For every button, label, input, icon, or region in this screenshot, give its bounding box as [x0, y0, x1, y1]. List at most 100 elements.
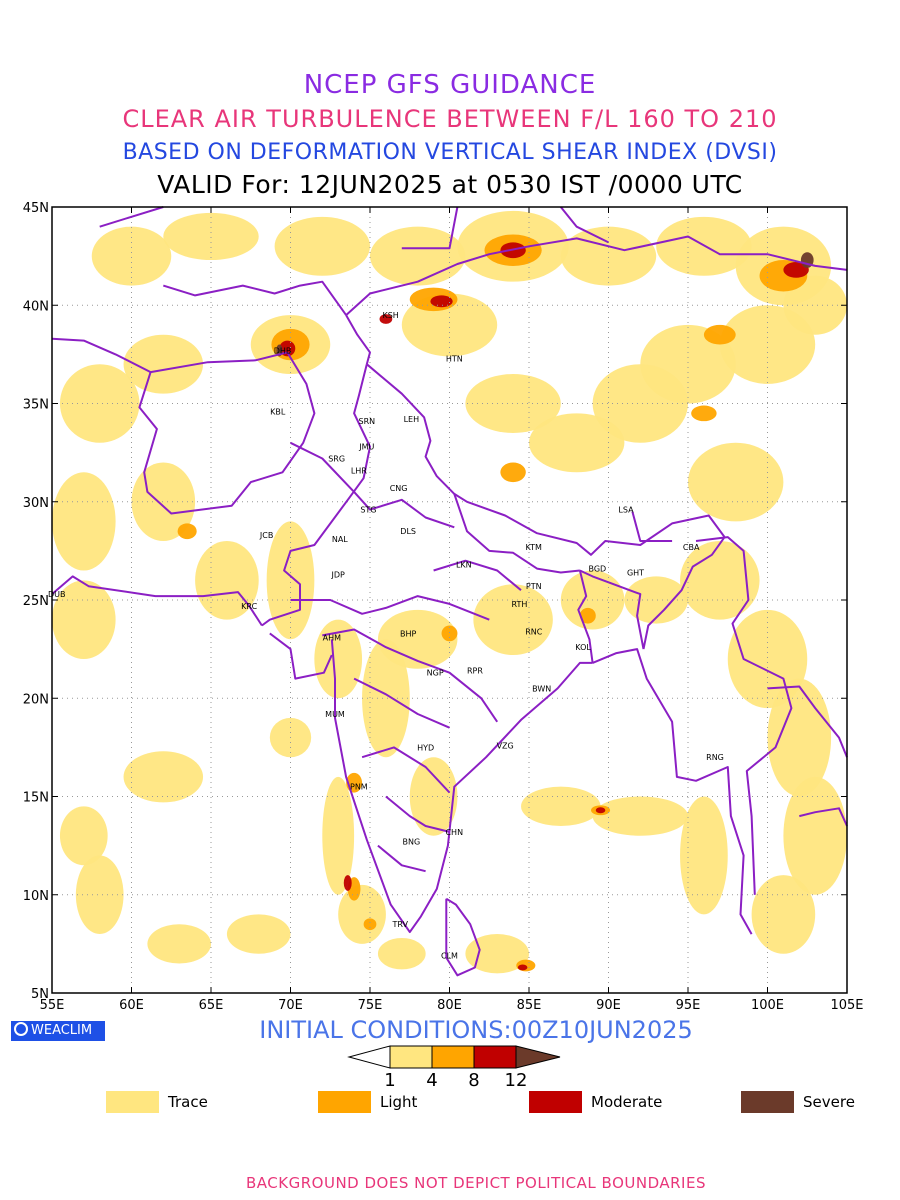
colorbar-arrow-low [347, 1045, 391, 1069]
turbulence-zones [52, 210, 847, 974]
border-line [366, 363, 726, 650]
turbulence-zone [521, 786, 601, 826]
turbulence-zone [783, 262, 809, 278]
turbulence-zone [363, 918, 377, 931]
border-line [631, 511, 673, 542]
turbulence-zone [226, 914, 291, 954]
turbulence-zone [441, 625, 458, 642]
turbulence-zone [529, 413, 625, 473]
lon-tick-label: 85E [517, 998, 542, 1013]
city-label-kbl: KBL [270, 407, 286, 416]
legend-swatch [529, 1091, 582, 1113]
border-line [433, 559, 522, 591]
turbulence-zone [163, 212, 259, 261]
turbulence-zone [377, 937, 426, 970]
city-labels: DHB KSH HTN KBL SRN LEH JMU SRG LHR CNG STG DLS JCB N… [48, 311, 724, 961]
city-label-dls: DLS [400, 527, 416, 536]
colorbar-tick-label: 8 [468, 1070, 479, 1091]
border-line [695, 536, 793, 895]
turbulence-zone [147, 924, 211, 964]
city-label-pnm: PNM [350, 783, 368, 792]
turbulence-zone [500, 462, 526, 483]
colorbar-tick-label: 12 [505, 1070, 528, 1091]
city-label-bng: BNG [403, 838, 421, 847]
lat-tick-label: 15N [23, 791, 49, 806]
turbulence-zone [266, 521, 315, 640]
city-label-dub: DUB [48, 590, 66, 599]
lon-tick-label: 105E [830, 998, 863, 1013]
city-label-trv: TRV [391, 920, 408, 929]
lat-tick-label: 25N [23, 594, 49, 609]
legend-label: Trace [168, 1093, 208, 1111]
city-label-ptn: PTN [526, 582, 542, 591]
colorbar-arrow-high [515, 1045, 561, 1069]
border-line [767, 685, 848, 758]
city-label-lhr: LHR [351, 466, 367, 475]
lat-tick-label: 20N [23, 692, 49, 707]
border-line [322, 628, 499, 723]
city-label-chn: CHN [445, 828, 463, 837]
colorbar-segment [389, 1045, 433, 1069]
turbulence-zone [377, 609, 458, 669]
border-line [377, 844, 426, 873]
colorbar-segment [473, 1045, 517, 1069]
lat-tick-label: 5N [31, 987, 49, 1002]
city-label-krc: KRC [241, 602, 257, 611]
legend-swatch [106, 1091, 159, 1113]
turbulence-zone [409, 757, 458, 836]
city-label-cng: CNG [390, 484, 408, 493]
colorbar: 1 4 8 12 [347, 1045, 561, 1091]
turbulence-zone [465, 374, 561, 433]
city-label-clm: CLM [441, 952, 458, 961]
city-label-stg: STG [360, 506, 376, 515]
turbulence-zone [751, 875, 816, 954]
lon-tick-label: 55E [40, 998, 65, 1013]
lon-tick-label: 100E [751, 998, 784, 1013]
border-line [577, 570, 594, 664]
city-label-rnc: RNC [525, 627, 543, 636]
turbulence-zone [91, 226, 172, 286]
lat-tick-label: 45N [23, 201, 49, 216]
city-label-bgd: BGD [589, 565, 607, 574]
city-label-dhb: DHB [274, 346, 292, 355]
border-line [163, 280, 347, 316]
turbulence-zone [680, 796, 728, 915]
turbulence-zone [123, 334, 204, 394]
lon-tick-label: 75E [358, 998, 383, 1013]
city-label-bwn: BWN [532, 684, 551, 693]
city-label-srn: SRN [359, 417, 376, 426]
city-label-lsa: LSA [618, 506, 634, 515]
border-line [345, 235, 848, 316]
border-line [592, 648, 753, 935]
border-line [385, 795, 450, 833]
turbulence-zone [314, 619, 363, 699]
lat-tick-label: 30N [23, 496, 49, 511]
border-line [361, 746, 451, 794]
lat-tick-label: 40N [23, 299, 49, 314]
turbulence-zone [560, 226, 657, 286]
city-label-ahm: AHM [323, 633, 341, 642]
title-line-2: CLEAR AIR TURBULENCE BETWEEN F/L 160 TO … [122, 105, 778, 133]
city-label-mum: MUM [325, 710, 345, 719]
turbulence-zone [688, 442, 784, 522]
border-line [51, 337, 152, 373]
valid-time: VALID For: 12JUN2025 at 0530 IST /0000 U… [157, 170, 743, 199]
initial-conditions: INITIAL CONDITIONS:00Z10JUN2025 [259, 1016, 693, 1044]
city-label-rng: RNG [706, 753, 724, 762]
title-line-1: NCEP GFS GUIDANCE [303, 70, 597, 100]
border-line [269, 632, 333, 680]
turbulence-zone [322, 776, 355, 895]
turbulence-zone [595, 807, 606, 814]
border-line [138, 351, 316, 515]
brand-label: WEACLIM [31, 1023, 93, 1038]
turbulence-zone [131, 462, 196, 542]
border-line [290, 595, 490, 621]
city-label-cba: CBA [683, 543, 700, 552]
weaclim-logo: WEACLIM [11, 1021, 105, 1041]
city-label-htn: HTN [446, 354, 463, 363]
border-line [51, 575, 263, 627]
border-line [560, 206, 609, 244]
turbulence-zone [783, 776, 847, 895]
turbulence-zone [338, 884, 386, 944]
